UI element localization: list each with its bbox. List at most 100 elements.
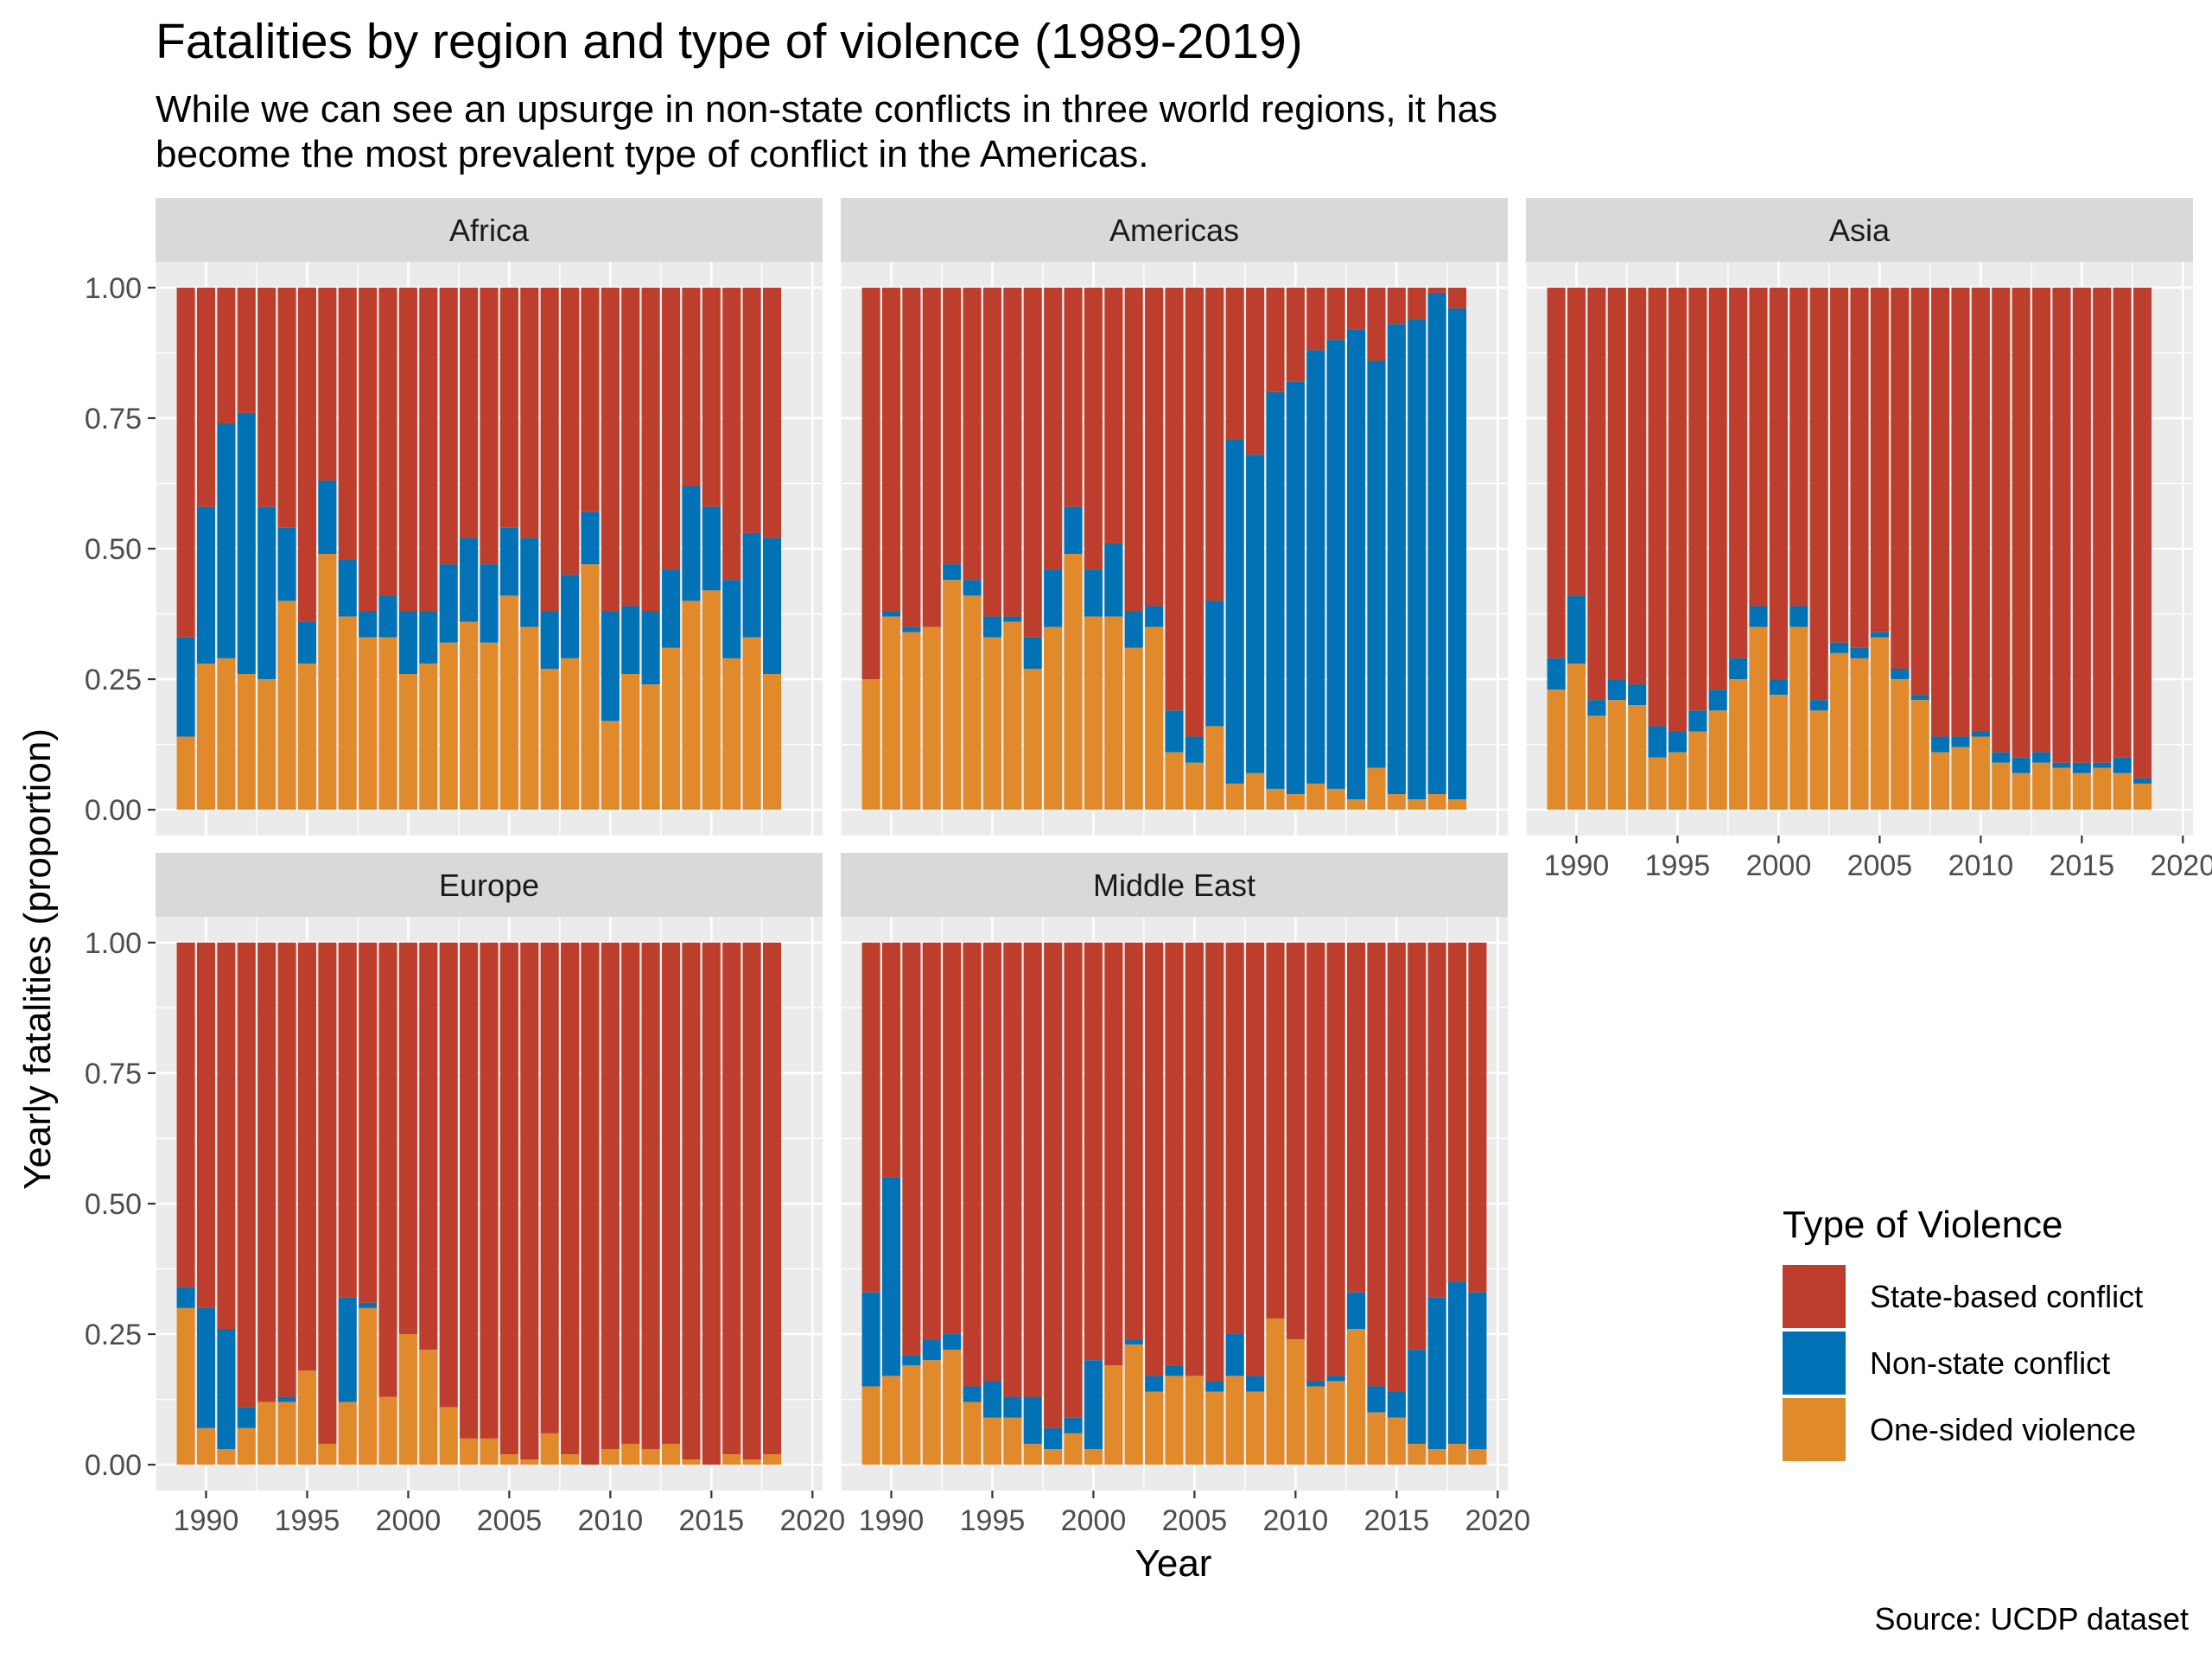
bar-state-based-europe-2016 <box>722 942 741 1455</box>
bar-state-based-middle-east-2008 <box>1246 942 1265 1376</box>
bar-one-sided-europe-2006 <box>520 1459 539 1465</box>
x-tick-label: 2000 <box>1061 1504 1127 1537</box>
bar-state-based-asia-2010 <box>1971 287 1990 732</box>
bar-one-sided-africa-1998 <box>359 637 378 810</box>
bar-state-based-middle-east-2005 <box>1185 942 1204 1376</box>
x-tick-label: 1995 <box>960 1504 1026 1537</box>
bar-one-sided-americas-2003 <box>1145 626 1164 810</box>
bar-non-state-americas-1991 <box>902 626 921 632</box>
bar-non-state-africa-2016 <box>722 580 741 658</box>
bar-one-sided-americas-1991 <box>902 632 921 810</box>
bar-non-state-middle-east-2017 <box>1427 1297 1446 1449</box>
y-tick-label: 0.00 <box>85 794 142 827</box>
bar-state-based-europe-1992 <box>237 942 256 1408</box>
bar-one-sided-asia-2011 <box>1992 762 2011 810</box>
bar-non-state-africa-2018 <box>762 537 782 675</box>
bar-one-sided-middle-east-2014 <box>1367 1412 1386 1465</box>
bar-state-based-middle-east-1995 <box>982 942 1001 1382</box>
bar-one-sided-asia-1999 <box>1749 626 1768 810</box>
bar-one-sided-africa-2007 <box>540 668 559 810</box>
bar-non-state-africa-2001 <box>419 611 438 664</box>
bar-non-state-middle-east-1999 <box>1064 1417 1083 1433</box>
bar-state-based-europe-2014 <box>682 942 701 1460</box>
bar-state-based-middle-east-2017 <box>1427 942 1446 1298</box>
bar-non-state-americas-2015 <box>1387 324 1406 794</box>
bar-one-sided-europe-2004 <box>480 1438 499 1465</box>
bar-non-state-asia-1994 <box>1648 726 1667 758</box>
bar-non-state-africa-2003 <box>460 537 479 622</box>
bar-state-based-middle-east-1996 <box>1003 942 1022 1397</box>
bar-one-sided-middle-east-1992 <box>922 1360 941 1465</box>
bar-non-state-africa-2000 <box>398 611 417 675</box>
bar-state-based-middle-east-1989 <box>861 942 880 1293</box>
bar-state-based-asia-2015 <box>2072 287 2091 763</box>
bar-one-sided-europe-1992 <box>237 1427 256 1465</box>
bar-one-sided-americas-2006 <box>1205 726 1224 810</box>
panel-europe: Europe 0.00 0.25 0.50 0.75 1.00 1990 1995 2000 20… <box>85 853 845 1537</box>
bar-one-sided-americas-1989 <box>861 679 880 810</box>
legend-key-one-sided <box>1783 1398 1846 1461</box>
chart-title: Fatalities by region and type of violenc… <box>156 14 1303 69</box>
bar-non-state-americas-2011 <box>1306 350 1325 784</box>
x-tick-label: 2010 <box>1263 1504 1329 1537</box>
bar-non-state-asia-2009 <box>1951 736 1970 747</box>
bar-one-sided-americas-1998 <box>1044 626 1063 810</box>
x-tick-label: 2000 <box>1746 849 1812 882</box>
bar-non-state-americas-2016 <box>1408 319 1427 800</box>
bar-one-sided-africa-1996 <box>318 554 337 810</box>
strip-label-africa: Africa <box>449 213 530 248</box>
bar-non-state-africa-2011 <box>621 606 640 675</box>
bar-state-based-americas-1992 <box>922 287 941 627</box>
bar-non-state-americas-2012 <box>1326 340 1345 789</box>
bar-one-sided-middle-east-2015 <box>1387 1417 1406 1465</box>
x-tick-label: 2010 <box>578 1504 644 1537</box>
bar-state-based-europe-1991 <box>217 942 236 1330</box>
bar-non-state-americas-2000 <box>1084 569 1103 617</box>
bar-one-sided-americas-1992 <box>922 626 941 810</box>
strip-label-asia: Asia <box>1829 213 1891 248</box>
bar-state-based-middle-east-1990 <box>881 942 901 1178</box>
bar-state-based-americas-1999 <box>1064 287 1083 507</box>
bar-non-state-americas-2017 <box>1427 292 1446 794</box>
y-tick-label: 0.50 <box>85 1188 142 1221</box>
bar-non-state-asia-1990 <box>1567 595 1586 664</box>
bar-state-based-middle-east-2010 <box>1286 942 1305 1340</box>
bar-state-based-americas-2013 <box>1347 287 1366 330</box>
panel-middle-east: Middle East 1990 1995 2000 2005 2010 2015 2020 <box>840 853 1530 1537</box>
bar-non-state-americas-1995 <box>982 616 1001 638</box>
bar-state-based-europe-2006 <box>520 942 539 1460</box>
bar-state-based-asia-1996 <box>1688 287 1707 711</box>
bar-state-based-europe-2018 <box>762 942 782 1455</box>
bar-state-based-africa-2004 <box>480 287 499 565</box>
bar-non-state-asia-2010 <box>1971 731 1990 737</box>
bar-state-based-africa-1995 <box>297 287 316 622</box>
bar-state-based-middle-east-2001 <box>1104 942 1123 1366</box>
y-axis-title: Yearly fatalities (proportion) <box>16 728 59 1190</box>
bar-state-based-africa-1996 <box>318 287 337 481</box>
bar-one-sided-americas-2015 <box>1387 793 1406 810</box>
bar-non-state-middle-east-2018 <box>1447 1281 1467 1444</box>
bar-state-based-europe-1989 <box>176 942 195 1287</box>
bar-state-based-asia-1994 <box>1648 287 1667 727</box>
bar-state-based-asia-2007 <box>1910 287 1929 696</box>
y-tick-label: 0.00 <box>85 1449 142 1482</box>
bar-one-sided-asia-2018 <box>2133 783 2152 810</box>
bar-state-based-middle-east-2018 <box>1447 942 1467 1282</box>
strip-asia <box>1526 198 2193 262</box>
legend-key-non-state <box>1783 1332 1846 1395</box>
bar-one-sided-africa-1994 <box>277 601 296 810</box>
bar-one-sided-europe-2007 <box>540 1433 559 1465</box>
bar-one-sided-middle-east-1989 <box>861 1386 880 1465</box>
bar-non-state-europe-1992 <box>237 1407 256 1428</box>
bar-one-sided-americas-1990 <box>881 616 901 810</box>
bar-state-based-americas-2017 <box>1427 287 1446 293</box>
bar-state-based-europe-2005 <box>499 942 518 1455</box>
bar-state-based-americas-1995 <box>982 287 1001 617</box>
bar-non-state-americas-1999 <box>1064 506 1083 555</box>
y-tick-label: 0.50 <box>85 533 142 566</box>
bar-non-state-americas-2018 <box>1447 308 1467 800</box>
bar-one-sided-europe-1989 <box>176 1307 195 1465</box>
bar-one-sided-asia-2015 <box>2072 772 2091 810</box>
bar-one-sided-middle-east-1994 <box>963 1402 982 1465</box>
bar-one-sided-africa-2017 <box>742 637 761 810</box>
